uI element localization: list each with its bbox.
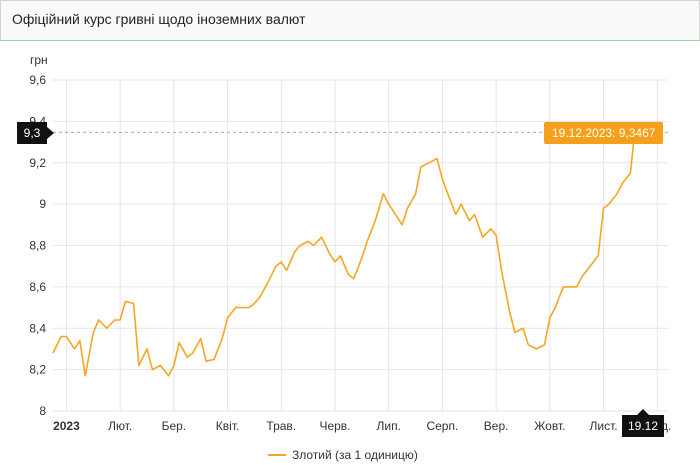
y-tick-label: 8,4 [29,321,46,335]
series-line-zloty [52,132,636,377]
crosshair-x-label: 19.12 [622,409,664,437]
y-tick-label: 9,2 [29,156,46,170]
y-axis-unit-label: грн [30,53,48,67]
x-tick-label: Лист. [590,419,618,433]
y-tick-label: 8 [39,404,46,418]
x-tick-label: Лют. [108,419,132,433]
x-tick-label: Жовт. [534,419,565,433]
widget-title: Офіційний курс гривні щодо іноземних вал… [12,11,306,27]
chart-legend[interactable]: Злотий (за 1 одиницю) [268,448,418,462]
legend-label-zloty: Злотий (за 1 одиницю) [292,448,418,462]
x-tick-label: Серп. [426,419,458,433]
x-tick-label: Квіт. [216,419,240,433]
y-tick-label: 8,8 [29,239,46,253]
y-tick-label: 9 [39,197,46,211]
x-tick-label: Черв. [319,419,350,433]
legend-swatch-zloty [268,454,286,456]
data-tooltip: 19.12.2023: 9,3467 [544,122,664,144]
crosshair-y-label: 9,3 [17,122,54,144]
x-tick-label: 2023 [53,419,80,433]
y-tick-label: 8,6 [29,280,46,294]
y-tick-label: 8,2 [29,363,46,377]
widget-header: Офіційний курс гривні щодо іноземних вал… [0,0,700,41]
y-tick-label: 9,6 [29,73,46,87]
x-tick-label: Трав. [266,419,296,433]
x-tick-label: Лип. [376,419,400,433]
x-tick-label: Вер. [484,419,509,433]
x-tick-label: Бер. [162,419,187,433]
